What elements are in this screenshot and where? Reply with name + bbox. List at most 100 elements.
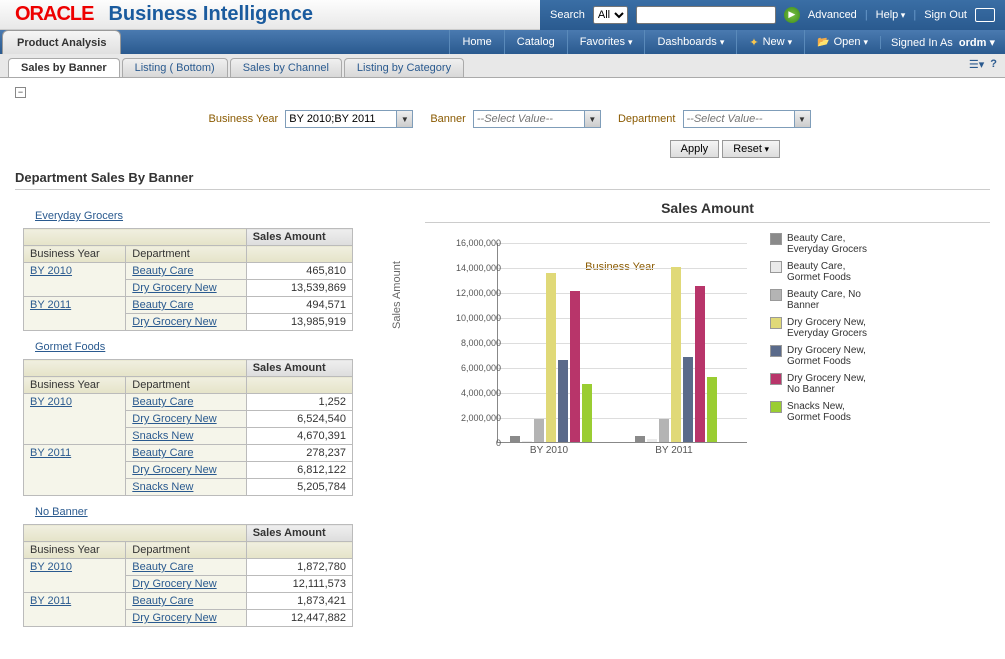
banner-link-gormet[interactable]: Gormet Foods	[35, 341, 395, 353]
oracle-logo: ORACLE	[0, 3, 108, 26]
y-tick-label: 16,000,000	[441, 238, 501, 248]
tab-listing-by-category[interactable]: Listing by Category	[344, 58, 464, 77]
page-tabs: Sales by Banner Listing ( Bottom) Sales …	[0, 54, 1005, 78]
y-tick-label: 4,000,000	[441, 388, 501, 398]
chart-bar[interactable]	[558, 360, 568, 442]
chart-y-axis-label: Sales Amount	[391, 261, 403, 329]
tab-listing-bottom[interactable]: Listing ( Bottom)	[122, 58, 228, 77]
search-input[interactable]	[636, 6, 776, 24]
chart-bar[interactable]	[510, 436, 520, 442]
chevron-down-icon[interactable]: ▼	[396, 111, 412, 127]
signout-icon[interactable]	[975, 8, 995, 22]
chart-bar[interactable]	[647, 439, 657, 442]
chevron-down-icon[interactable]: ▼	[794, 111, 810, 127]
chart-legend: Beauty Care, Everyday Grocers Beauty Care…	[770, 233, 880, 473]
year-link[interactable]: BY 2010	[24, 559, 126, 593]
help-menu[interactable]: Help	[876, 9, 906, 21]
year-link[interactable]: BY 2011	[24, 445, 126, 496]
search-label: Search	[550, 9, 585, 21]
dept-link[interactable]: Dry Grocery New	[126, 610, 246, 627]
year-link[interactable]: BY 2010	[24, 263, 126, 297]
dept-link[interactable]: Beauty Care	[126, 593, 246, 610]
year-link[interactable]: BY 2011	[24, 593, 126, 627]
chart-bar[interactable]	[570, 291, 580, 442]
legend-label: Dry Grocery New, Everyday Grocers	[787, 317, 880, 339]
content-area: − Business Year ▼ Banner ▼ Department ▼ …	[0, 78, 1005, 641]
top-right-toolbar: Search All ▶ Advanced | Help | Sign Out	[540, 0, 1005, 30]
nav-favorites[interactable]: Favorites	[567, 30, 645, 54]
legend-item: Beauty Care, No Banner	[770, 289, 880, 311]
dept-link[interactable]: Dry Grocery New	[126, 462, 246, 479]
legend-label: Snacks New, Gormet Foods	[787, 401, 880, 423]
legend-label: Beauty Care, Gormet Foods	[787, 261, 880, 283]
search-scope-select[interactable]: All	[593, 6, 628, 24]
nav-dashboards[interactable]: Dashboards	[644, 30, 736, 54]
legend-swatch	[770, 233, 782, 245]
sign-out-link[interactable]: Sign Out	[924, 9, 967, 21]
filter-year-input[interactable]	[286, 111, 396, 127]
chart-bar[interactable]	[582, 384, 592, 442]
tab-sales-by-banner[interactable]: Sales by Banner	[8, 58, 120, 77]
y-tick-label: 0	[441, 438, 501, 448]
nav-open[interactable]: Open	[804, 30, 880, 54]
tables-panel: Everyday Grocers Sales Amount Business Y…	[15, 200, 395, 633]
legend-swatch	[770, 401, 782, 413]
chart-bar[interactable]	[635, 436, 645, 442]
dept-link[interactable]: Dry Grocery New	[126, 576, 246, 593]
chart-bar[interactable]	[695, 286, 705, 442]
legend-swatch	[770, 261, 782, 273]
reset-button[interactable]: Reset	[722, 140, 780, 158]
legend-item: Beauty Care, Everyday Grocers	[770, 233, 880, 255]
legend-item: Snacks New, Gormet Foods	[770, 401, 880, 423]
collapse-toggle[interactable]: −	[15, 87, 26, 98]
chart-bar[interactable]	[671, 267, 681, 442]
legend-swatch	[770, 317, 782, 329]
advanced-link[interactable]: Advanced	[808, 9, 857, 21]
signed-in-user[interactable]: ordm	[959, 37, 987, 49]
nav-home[interactable]: Home	[449, 30, 503, 54]
dept-link[interactable]: Dry Grocery New	[126, 280, 246, 297]
chart-bar[interactable]	[522, 441, 532, 442]
chart-bar[interactable]	[659, 419, 669, 442]
filter-year-combo[interactable]: ▼	[285, 110, 413, 128]
nav-new[interactable]: New	[736, 30, 804, 54]
year-link[interactable]: BY 2010	[24, 394, 126, 445]
menu-bar: Product Analysis Home Catalog Favorites …	[0, 30, 1005, 54]
dept-link[interactable]: Beauty Care	[126, 559, 246, 576]
legend-item: Dry Grocery New, Everyday Grocers	[770, 317, 880, 339]
filter-dept-input[interactable]	[684, 111, 794, 127]
filter-year-label: Business Year	[209, 113, 279, 125]
chart-bar[interactable]	[546, 273, 556, 442]
nav-catalog[interactable]: Catalog	[504, 30, 567, 54]
y-tick-label: 12,000,000	[441, 288, 501, 298]
help-icon[interactable]: ?	[990, 58, 997, 71]
dept-link[interactable]: Beauty Care	[126, 445, 246, 462]
legend-label: Dry Grocery New, No Banner	[787, 373, 880, 395]
dept-link[interactable]: Beauty Care	[126, 263, 246, 280]
banner-link-everyday[interactable]: Everyday Grocers	[35, 210, 395, 222]
chart-panel: Sales Amount Sales Amount 02,000,0004,00…	[425, 200, 990, 633]
table-everyday-grocers: Sales Amount Business YearDepartment BY …	[23, 228, 353, 331]
dashboard-tab-product-analysis[interactable]: Product Analysis	[2, 30, 121, 54]
chart-bar[interactable]	[707, 377, 717, 442]
dept-link[interactable]: Dry Grocery New	[126, 411, 246, 428]
dept-link[interactable]: Snacks New	[126, 479, 246, 496]
bar-chart: Sales Amount 02,000,0004,000,0006,000,00…	[425, 233, 755, 473]
year-link[interactable]: BY 2011	[24, 297, 126, 331]
filter-banner-input[interactable]	[474, 111, 584, 127]
filter-banner-combo[interactable]: ▼	[473, 110, 601, 128]
dept-link[interactable]: Beauty Care	[126, 297, 246, 314]
dept-link[interactable]: Snacks New	[126, 428, 246, 445]
chevron-down-icon[interactable]: ▼	[584, 111, 600, 127]
banner-link-nobanner[interactable]: No Banner	[35, 506, 395, 518]
search-go-button[interactable]: ▶	[784, 7, 800, 23]
page-options-icon[interactable]: ☰▾	[969, 58, 984, 71]
chart-bar[interactable]	[534, 419, 544, 442]
tab-sales-by-channel[interactable]: Sales by Channel	[230, 58, 342, 77]
dept-link[interactable]: Dry Grocery New	[126, 314, 246, 331]
filter-dept-combo[interactable]: ▼	[683, 110, 811, 128]
chart-bar[interactable]	[683, 357, 693, 442]
apply-button[interactable]: Apply	[670, 140, 720, 158]
legend-swatch	[770, 373, 782, 385]
dept-link[interactable]: Beauty Care	[126, 394, 246, 411]
